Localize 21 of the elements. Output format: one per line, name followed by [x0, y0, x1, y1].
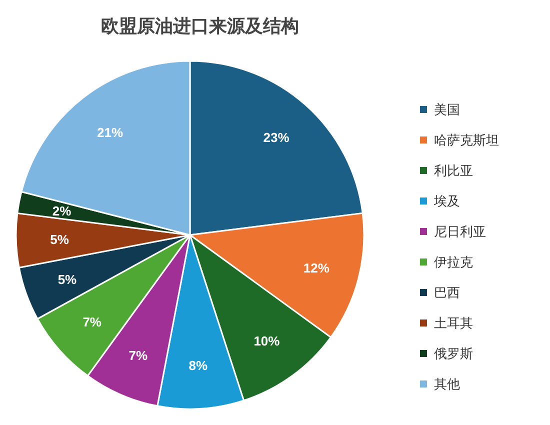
legend-label: 伊拉克: [434, 256, 473, 270]
legend-label: 埃及: [433, 194, 460, 210]
data-label: 2%: [52, 204, 72, 219]
legend-label: 哈萨克斯坦: [434, 134, 499, 148]
data-label: 10%: [254, 334, 280, 349]
data-label: 5%: [50, 232, 70, 248]
legend-label: 美国: [434, 102, 460, 118]
data-label: 8%: [188, 358, 208, 374]
data-label: 7%: [128, 348, 148, 363]
data-label: 12%: [303, 260, 330, 276]
data-label: 7%: [82, 314, 102, 330]
legend-label: 利比亚: [434, 164, 473, 179]
chart-title: 欧盟原油进口来源及结构: [101, 16, 299, 37]
legend-label: 俄罗斯: [434, 347, 473, 362]
legend-label: 尼日利亚: [434, 225, 486, 240]
data-label: 5%: [58, 272, 78, 288]
legend-label: 巴西: [434, 286, 460, 301]
legend-label: 土耳其: [434, 316, 473, 332]
data-label: 21%: [97, 124, 124, 140]
legend-label: 其他: [434, 378, 460, 392]
data-label: 23%: [263, 130, 290, 146]
